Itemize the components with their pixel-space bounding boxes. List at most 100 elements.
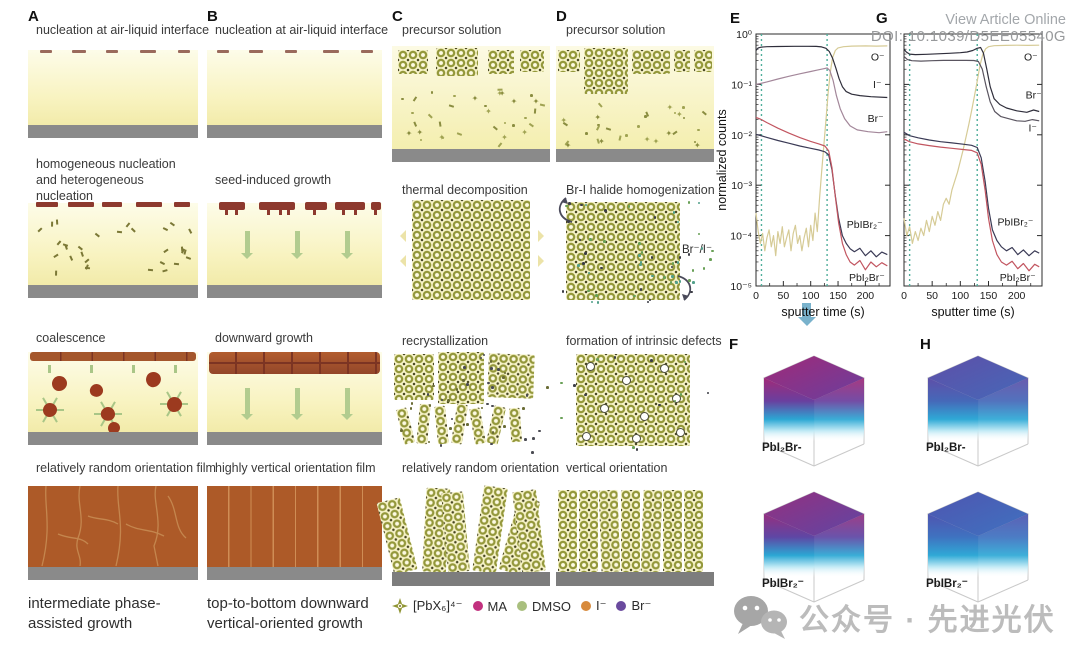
tof-sims-cube-h-bottom: PbIBr₂⁻ xyxy=(914,480,1042,604)
speck xyxy=(632,446,635,449)
speck xyxy=(687,252,691,256)
speck xyxy=(531,451,534,455)
speck xyxy=(697,232,701,236)
crystal-blob xyxy=(143,369,164,390)
speck xyxy=(676,260,680,264)
crystal-fragment xyxy=(487,353,535,399)
substrate xyxy=(28,285,198,298)
speck xyxy=(711,249,714,253)
speck: ✦ xyxy=(652,137,660,147)
watermark: 公众号 · 先进光伏 xyxy=(733,594,1056,640)
speck xyxy=(691,281,695,285)
substrate xyxy=(207,432,382,445)
speck xyxy=(490,442,493,446)
speck xyxy=(439,121,442,127)
speck xyxy=(428,113,433,119)
view-article-online-link[interactable]: View Article Online xyxy=(945,12,1066,28)
speck xyxy=(37,227,43,232)
speck xyxy=(596,358,599,361)
speck xyxy=(637,254,641,257)
speck xyxy=(440,398,444,402)
legend-label: MA xyxy=(487,598,508,614)
speck xyxy=(674,281,678,284)
svg-text:PbIBr₂⁻: PbIBr₂⁻ xyxy=(847,219,883,231)
legend-label: I⁻ xyxy=(596,598,607,613)
speck xyxy=(188,228,193,234)
substrate xyxy=(556,572,714,586)
legend-label: [PbX₆]⁴⁻ xyxy=(413,598,463,613)
crystal-cluster-large xyxy=(584,48,628,94)
speck xyxy=(690,290,693,294)
crystal-fragment xyxy=(468,407,487,445)
crystal-column xyxy=(598,489,621,573)
speck xyxy=(427,440,431,444)
speck xyxy=(604,209,607,212)
random-orientation-diagram xyxy=(376,476,550,586)
speck xyxy=(524,438,527,441)
speck xyxy=(618,135,622,141)
sims-depth-profile-chart-e: 0 50 100 150 200 10⁰ 10⁻¹ 10⁻² 10⁻³ 10⁻⁴ 10⁻⁵ O⁻ I⁻ B… xyxy=(715,29,891,319)
svg-text:10⁻²: 10⁻² xyxy=(731,130,752,142)
speck xyxy=(682,116,686,120)
speck xyxy=(602,240,606,243)
speck xyxy=(638,241,641,245)
speck xyxy=(94,233,100,238)
speck xyxy=(487,381,490,385)
speck xyxy=(606,127,611,131)
panel-d-step1-caption: precursor solution xyxy=(566,23,666,37)
precursor-solution-diagram-c: ✦✦✦✦✦✦✦✦✦✦✦ xyxy=(392,46,550,162)
downward-growth-arrow xyxy=(241,388,253,420)
panel-d-step3-caption: formation of intrinsic defects xyxy=(566,334,722,348)
svg-text:10⁰: 10⁰ xyxy=(736,29,753,41)
speck xyxy=(502,376,506,379)
crystal-blob xyxy=(87,381,106,400)
panel-c: C precursor solution ✦✦✦✦✦✦✦✦✦✦✦ thermal… xyxy=(376,0,816,651)
speck xyxy=(80,251,84,257)
speck xyxy=(673,399,677,403)
crystal-fragment xyxy=(416,403,431,445)
speck xyxy=(648,298,652,302)
speck xyxy=(637,125,640,128)
speck xyxy=(503,371,507,375)
speck: ✦ xyxy=(564,140,572,150)
panel-h-letter: H xyxy=(920,336,931,353)
octahedron-star-icon xyxy=(392,598,408,614)
svg-text:100: 100 xyxy=(952,290,970,302)
downward-growth-arrow xyxy=(241,231,253,259)
svg-text:I⁻: I⁻ xyxy=(1028,123,1037,135)
speck xyxy=(163,269,168,273)
speck xyxy=(651,274,655,278)
legend-item-i: I⁻ xyxy=(581,598,606,614)
speck xyxy=(78,245,83,250)
speck xyxy=(584,203,588,207)
speck: ✦ xyxy=(498,89,506,99)
speck xyxy=(533,108,537,114)
coalesced-top-layer xyxy=(30,352,196,361)
panel-d-letter: D xyxy=(556,8,567,25)
crystal-cluster xyxy=(558,50,580,72)
crystal-fragment xyxy=(434,405,449,445)
substrate xyxy=(28,125,198,138)
speck: ✦ xyxy=(496,88,504,98)
speck: ✦ xyxy=(510,96,518,106)
speck xyxy=(683,360,687,364)
panel-d: D precursor solution ✦ ✦ ✦ ✦ ✦ ✦ ✦ ✦ ✦ ✦ Br-I hal… xyxy=(556,0,722,651)
speck xyxy=(480,406,484,410)
exchange-arrow-icon xyxy=(677,275,692,301)
speck xyxy=(449,427,452,430)
panel-a-letter: A xyxy=(28,8,39,25)
speck xyxy=(565,204,568,208)
speck xyxy=(148,268,154,271)
speck xyxy=(512,124,515,127)
speck xyxy=(532,437,536,441)
speck xyxy=(587,271,591,275)
panel-d-step2-caption: Br-I halide homogenization xyxy=(566,183,715,197)
doi-text: DOI: 10.1039/D5EE05540G xyxy=(870,28,1066,45)
speck: ✦ xyxy=(594,112,602,122)
growing-blob xyxy=(160,390,188,418)
seed-cluster xyxy=(219,202,245,215)
speck xyxy=(503,425,506,429)
speck: ✦ xyxy=(521,127,528,137)
speck xyxy=(51,221,54,226)
panel-e-letter: E xyxy=(730,10,741,27)
